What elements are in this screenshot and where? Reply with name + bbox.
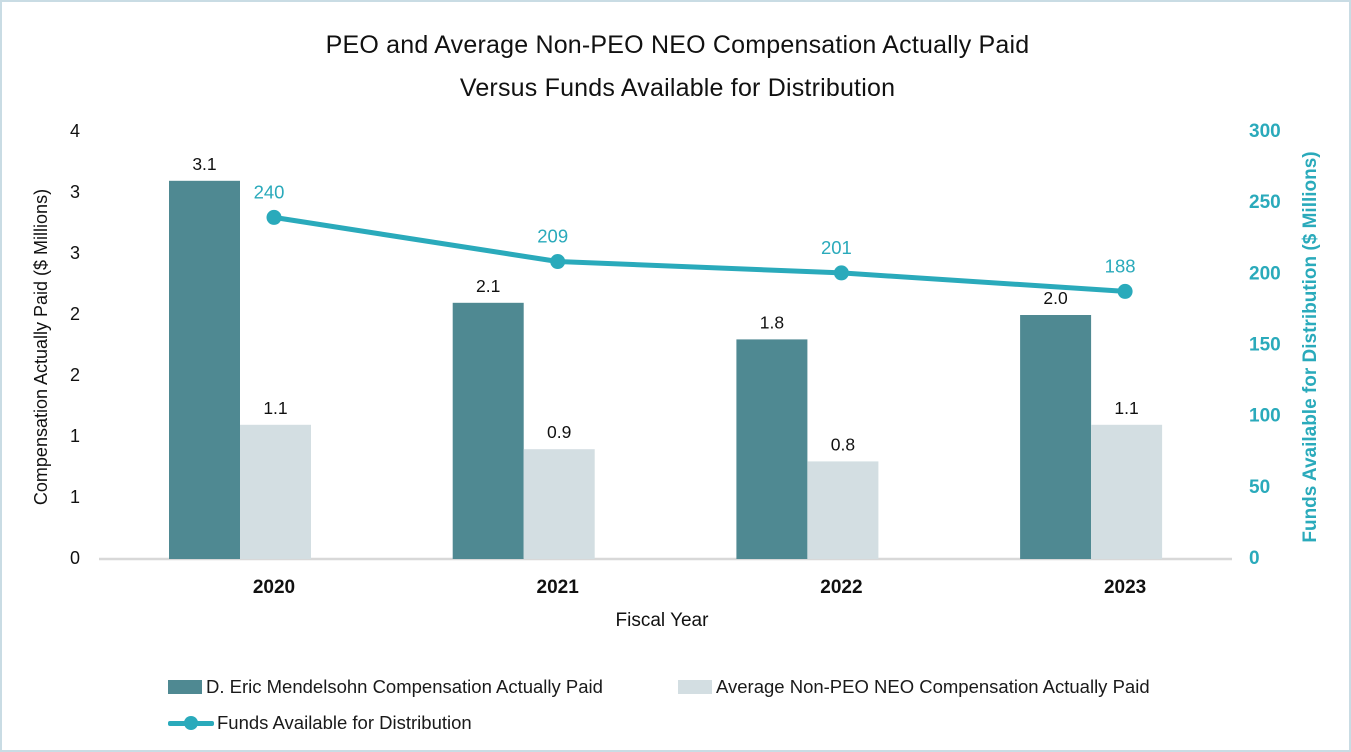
bar-data-label: 2.1 bbox=[476, 276, 500, 296]
bar-data-label: 0.9 bbox=[547, 422, 571, 442]
left-axis-tick-label: 4 bbox=[70, 121, 80, 141]
left-axis-tick-label: 2 bbox=[70, 365, 80, 385]
legend-swatch-peo-bar bbox=[168, 680, 202, 694]
legend-item-nonpeo-compensation: Average Non-PEO NEO Compensation Actuall… bbox=[678, 676, 1150, 697]
funds-line bbox=[271, 214, 1128, 294]
right-axis-tick-label: 100 bbox=[1249, 406, 1281, 427]
bar-nonpeo bbox=[240, 424, 311, 559]
bar-peo bbox=[1020, 315, 1092, 559]
funds-line-marker bbox=[550, 254, 566, 270]
left-axis-title: Compensation Actually Paid ($ Millions) bbox=[31, 189, 51, 505]
line-data-label: 240 bbox=[254, 181, 285, 202]
x-axis-tick-label: 2020 bbox=[253, 577, 295, 598]
bar-nonpeo bbox=[1091, 424, 1163, 559]
bar-data-label: 1.1 bbox=[263, 398, 287, 418]
left-axis-tick-label: 0 bbox=[70, 548, 80, 568]
bar-peo bbox=[736, 339, 808, 559]
legend-item-funds-line: Funds Available for Distribution bbox=[168, 712, 472, 733]
right-axis-tick-label: 0 bbox=[1249, 548, 1260, 569]
x-axis-tick-label: 2022 bbox=[820, 577, 862, 598]
right-axis-tick-label: 50 bbox=[1249, 477, 1270, 498]
left-axis-tick-label: 1 bbox=[70, 487, 80, 507]
left-axis-tick-label: 1 bbox=[70, 426, 80, 446]
right-axis-tick-label: 300 bbox=[1249, 121, 1281, 142]
legend-label-nonpeo-compensation: Average Non-PEO NEO Compensation Actuall… bbox=[716, 676, 1150, 697]
legend-label-funds-line: Funds Available for Distribution bbox=[217, 712, 472, 733]
bar-nonpeo bbox=[523, 449, 595, 559]
legend-swatch-funds-line bbox=[168, 716, 214, 730]
bar-peo bbox=[169, 180, 240, 560]
right-axis-tick-label: 200 bbox=[1249, 263, 1281, 284]
right-axis-tick-label: 250 bbox=[1249, 192, 1281, 213]
bar-data-label: 0.8 bbox=[831, 434, 855, 454]
line-data-label: 201 bbox=[821, 237, 852, 258]
funds-line-marker bbox=[266, 209, 282, 225]
bar-data-label: 1.1 bbox=[1114, 398, 1138, 418]
x-axis-title: Fiscal Year bbox=[615, 610, 709, 631]
right-axis-tick-label: 150 bbox=[1249, 335, 1281, 356]
x-axis-tick-label: 2023 bbox=[1104, 577, 1146, 598]
bar-peo bbox=[452, 302, 524, 559]
left-axis-tick-label: 3 bbox=[70, 182, 80, 202]
chart-title-line2: Versus Funds Available for Distribution bbox=[459, 74, 896, 102]
line-data-label: 188 bbox=[1105, 255, 1136, 276]
bar-data-label: 2.0 bbox=[1043, 288, 1068, 308]
legend-swatch-nonpeo-bar bbox=[678, 680, 712, 694]
legend-label-peo-compensation: D. Eric Mendelsohn Compensation Actually… bbox=[206, 676, 603, 697]
funds-line-marker bbox=[833, 265, 849, 281]
funds-line-marker bbox=[1117, 283, 1133, 299]
chart-title-line1: PEO and Average Non-PEO NEO Compensation… bbox=[325, 31, 1030, 59]
bar-data-label: 1.8 bbox=[760, 312, 784, 332]
right-axis-title: Funds Available for Distribution ($ Mill… bbox=[1300, 151, 1321, 542]
bar-nonpeo bbox=[807, 461, 879, 559]
left-axis-tick-label: 3 bbox=[70, 243, 80, 263]
legend-item-peo-compensation: D. Eric Mendelsohn Compensation Actually… bbox=[168, 676, 603, 697]
line-data-label: 209 bbox=[537, 226, 568, 247]
bar-data-label: 3.1 bbox=[192, 154, 216, 174]
x-axis-tick-label: 2021 bbox=[537, 577, 580, 598]
chart-title: PEO and Average Non-PEO NEO Compensation… bbox=[2, 24, 1349, 110]
left-axis-tick-label: 2 bbox=[70, 304, 80, 324]
